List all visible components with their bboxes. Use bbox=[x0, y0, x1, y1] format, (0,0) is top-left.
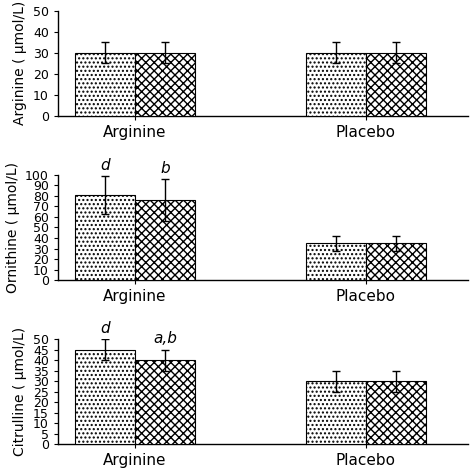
Bar bbox=[135, 200, 195, 280]
Bar bbox=[135, 53, 195, 116]
Bar bbox=[306, 243, 366, 280]
Bar bbox=[306, 53, 366, 116]
Bar bbox=[75, 350, 135, 445]
Y-axis label: Arginine ( μmol/L): Arginine ( μmol/L) bbox=[13, 1, 27, 125]
Bar bbox=[75, 195, 135, 280]
Bar bbox=[306, 381, 366, 445]
Y-axis label: Citrulline ( μmol/L): Citrulline ( μmol/L) bbox=[13, 327, 27, 456]
Bar bbox=[366, 53, 426, 116]
Y-axis label: Ornithine ( μmol/L): Ornithine ( μmol/L) bbox=[6, 162, 19, 293]
Bar bbox=[366, 243, 426, 280]
Text: d: d bbox=[100, 321, 110, 336]
Text: b: b bbox=[160, 161, 170, 176]
Bar bbox=[75, 53, 135, 116]
Text: d: d bbox=[100, 158, 110, 173]
Text: a,b: a,b bbox=[153, 331, 177, 346]
Bar bbox=[135, 360, 195, 445]
Bar bbox=[366, 381, 426, 445]
